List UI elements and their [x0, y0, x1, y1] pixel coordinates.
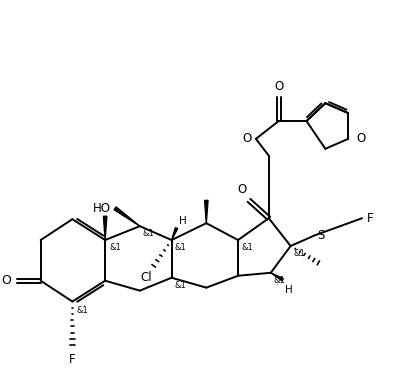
Text: &1: &1 [175, 281, 186, 290]
Text: &1: &1 [274, 276, 286, 285]
Polygon shape [205, 200, 208, 223]
Text: Cl: Cl [140, 271, 152, 284]
Text: S: S [318, 228, 325, 242]
Polygon shape [114, 207, 140, 226]
Text: &1: &1 [241, 243, 253, 252]
Text: O: O [1, 274, 11, 287]
Text: &1: &1 [109, 243, 121, 252]
Polygon shape [271, 273, 283, 281]
Text: &1: &1 [76, 306, 88, 314]
Text: O: O [238, 183, 247, 196]
Text: H: H [285, 284, 292, 295]
Text: H: H [179, 216, 186, 226]
Text: O: O [274, 80, 284, 93]
Text: O: O [356, 132, 366, 145]
Text: HO: HO [93, 202, 111, 215]
Text: F: F [367, 212, 373, 225]
Polygon shape [103, 216, 107, 240]
Text: &1: &1 [175, 243, 186, 252]
Text: &1: &1 [143, 229, 154, 238]
Text: F: F [69, 353, 76, 366]
Text: &1: &1 [293, 249, 305, 258]
Polygon shape [171, 228, 178, 240]
Text: O: O [243, 132, 252, 145]
